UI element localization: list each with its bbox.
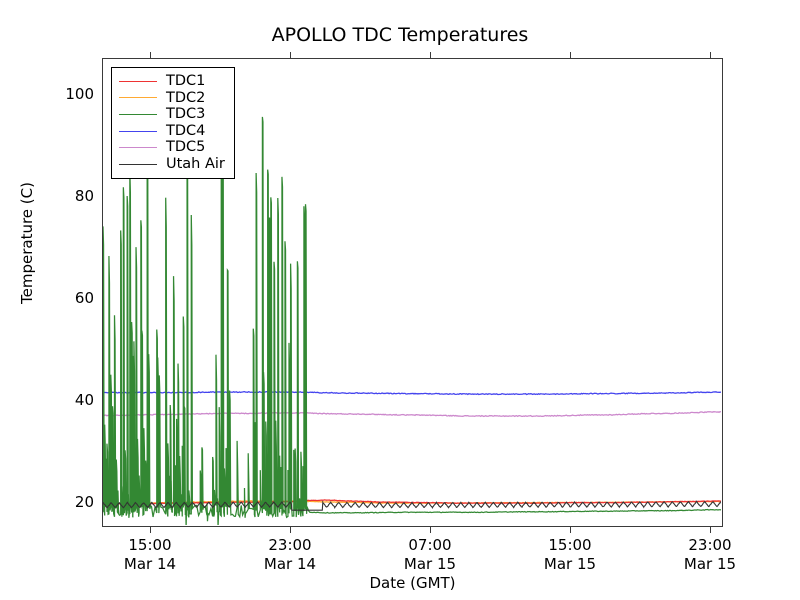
legend-color-swatch <box>119 163 157 165</box>
x-tick-mark-top <box>430 52 431 58</box>
x-tick-time: 15:00 <box>128 536 172 554</box>
x-tick-time: 23:00 <box>688 536 732 554</box>
x-tick-date: Mar 15 <box>683 554 737 573</box>
x-tick-date: Mar 15 <box>543 554 597 573</box>
legend-label: TDC3 <box>166 106 206 123</box>
legend-color-swatch <box>119 147 157 149</box>
plot-area: TDC1 TDC2 TDC3 TDC4 TDC5 Utah Air <box>102 58 723 527</box>
legend-label: TDC1 <box>166 73 206 90</box>
x-tick-mark <box>290 527 291 533</box>
legend-box: TDC1 TDC2 TDC3 TDC4 TDC5 Utah Air <box>111 67 235 179</box>
x-tick-mark <box>150 527 151 533</box>
legend-label: TDC5 <box>166 139 206 156</box>
series-canvas <box>103 105 721 525</box>
y-tick-label: 80 <box>74 187 94 205</box>
x-tick-mark <box>570 527 571 533</box>
series-line-tdc5 <box>103 410 721 418</box>
legend-item[interactable]: TDC3 <box>119 106 225 123</box>
legend-item[interactable]: TDC4 <box>119 123 225 140</box>
y-axis-label: Temperature (C) <box>18 182 36 304</box>
legend-item[interactable]: Utah Air <box>119 156 225 173</box>
x-tick-date: Mar 15 <box>403 554 457 573</box>
x-tick-mark <box>430 527 431 533</box>
legend-color-swatch <box>119 113 157 115</box>
legend-item[interactable]: TDC2 <box>119 90 225 107</box>
x-tick-date: Mar 14 <box>263 554 317 573</box>
legend-label: TDC2 <box>166 89 206 106</box>
y-tick-label: 60 <box>74 288 94 307</box>
x-tick-mark-top <box>710 52 711 58</box>
y-tick-label: 100 <box>65 85 94 104</box>
x-tick-label: 15:00 Mar 15 <box>510 536 630 574</box>
x-tick-time: 23:00 <box>268 536 312 554</box>
x-tick-mark-top <box>290 52 291 58</box>
y-axis-tick-labels: 20 40 60 80 100 <box>24 58 94 527</box>
legend-color-swatch <box>119 130 157 132</box>
legend-label: TDC4 <box>166 122 206 139</box>
x-tick-label: 15:00 Mar 14 <box>90 536 210 574</box>
y-tick-label: 40 <box>74 390 94 409</box>
x-tick-label: 07:00 Mar 15 <box>370 536 490 574</box>
series-line-tdc3 <box>103 105 721 525</box>
legend-item[interactable]: TDC1 <box>119 73 225 90</box>
x-tick-time: 15:00 <box>548 536 592 554</box>
x-tick-label: 23:00 Mar 14 <box>230 536 350 574</box>
x-tick-time: 07:00 <box>408 536 452 554</box>
legend-label: Utah Air <box>166 156 225 173</box>
legend-color-swatch <box>119 97 157 99</box>
legend-color-swatch <box>119 80 157 82</box>
series-line-utah-air <box>103 500 721 511</box>
series-line-tdc4 <box>103 390 721 396</box>
x-tick-mark <box>710 527 711 533</box>
x-tick-mark-top <box>150 52 151 58</box>
x-axis-label: Date (GMT) <box>369 574 456 592</box>
y-tick-label: 20 <box>74 492 94 511</box>
x-tick-mark-top <box>570 52 571 58</box>
chart-title: APOLLO TDC Temperatures <box>271 24 529 46</box>
legend-item[interactable]: TDC5 <box>119 139 225 156</box>
x-tick-label: 23:00 Mar 15 <box>650 536 770 574</box>
x-tick-date: Mar 14 <box>123 554 177 573</box>
